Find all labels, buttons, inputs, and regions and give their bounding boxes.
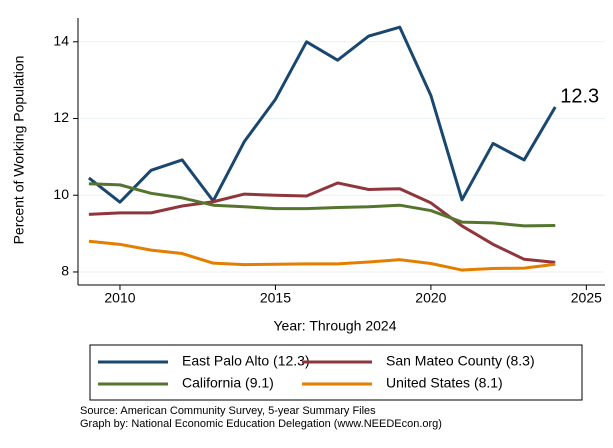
x-axis-label: Year: Through 2024 xyxy=(274,318,397,334)
x-tick-label: 2015 xyxy=(260,290,291,306)
x-tick-label: 2010 xyxy=(104,290,135,306)
y-tick-label: 10 xyxy=(53,186,69,202)
y-tick-label: 14 xyxy=(53,32,69,48)
source-note: Source: American Community Survey, 5-yea… xyxy=(80,405,376,417)
legend-label: California (9.1) xyxy=(182,375,274,391)
x-tick-label: 2020 xyxy=(415,290,446,306)
legend-label: United States (8.1) xyxy=(386,375,503,391)
series-line xyxy=(88,182,556,228)
source-note: Graph by: National Economic Education De… xyxy=(80,418,442,430)
legend-box xyxy=(89,344,583,401)
y-axis-label: Percent of Working Population xyxy=(11,56,27,245)
x-tick-label: 2025 xyxy=(571,290,602,306)
series-line xyxy=(88,239,556,272)
legend-label: San Mateo County (8.3) xyxy=(386,353,535,369)
legend-label: East Palo Alto (12.3) xyxy=(182,353,310,369)
annotation: 12.3 xyxy=(560,85,599,107)
y-tick-label: 12 xyxy=(53,109,69,125)
series-line xyxy=(88,181,556,264)
y-tick-label: 8 xyxy=(61,263,69,279)
series-line xyxy=(87,25,557,204)
